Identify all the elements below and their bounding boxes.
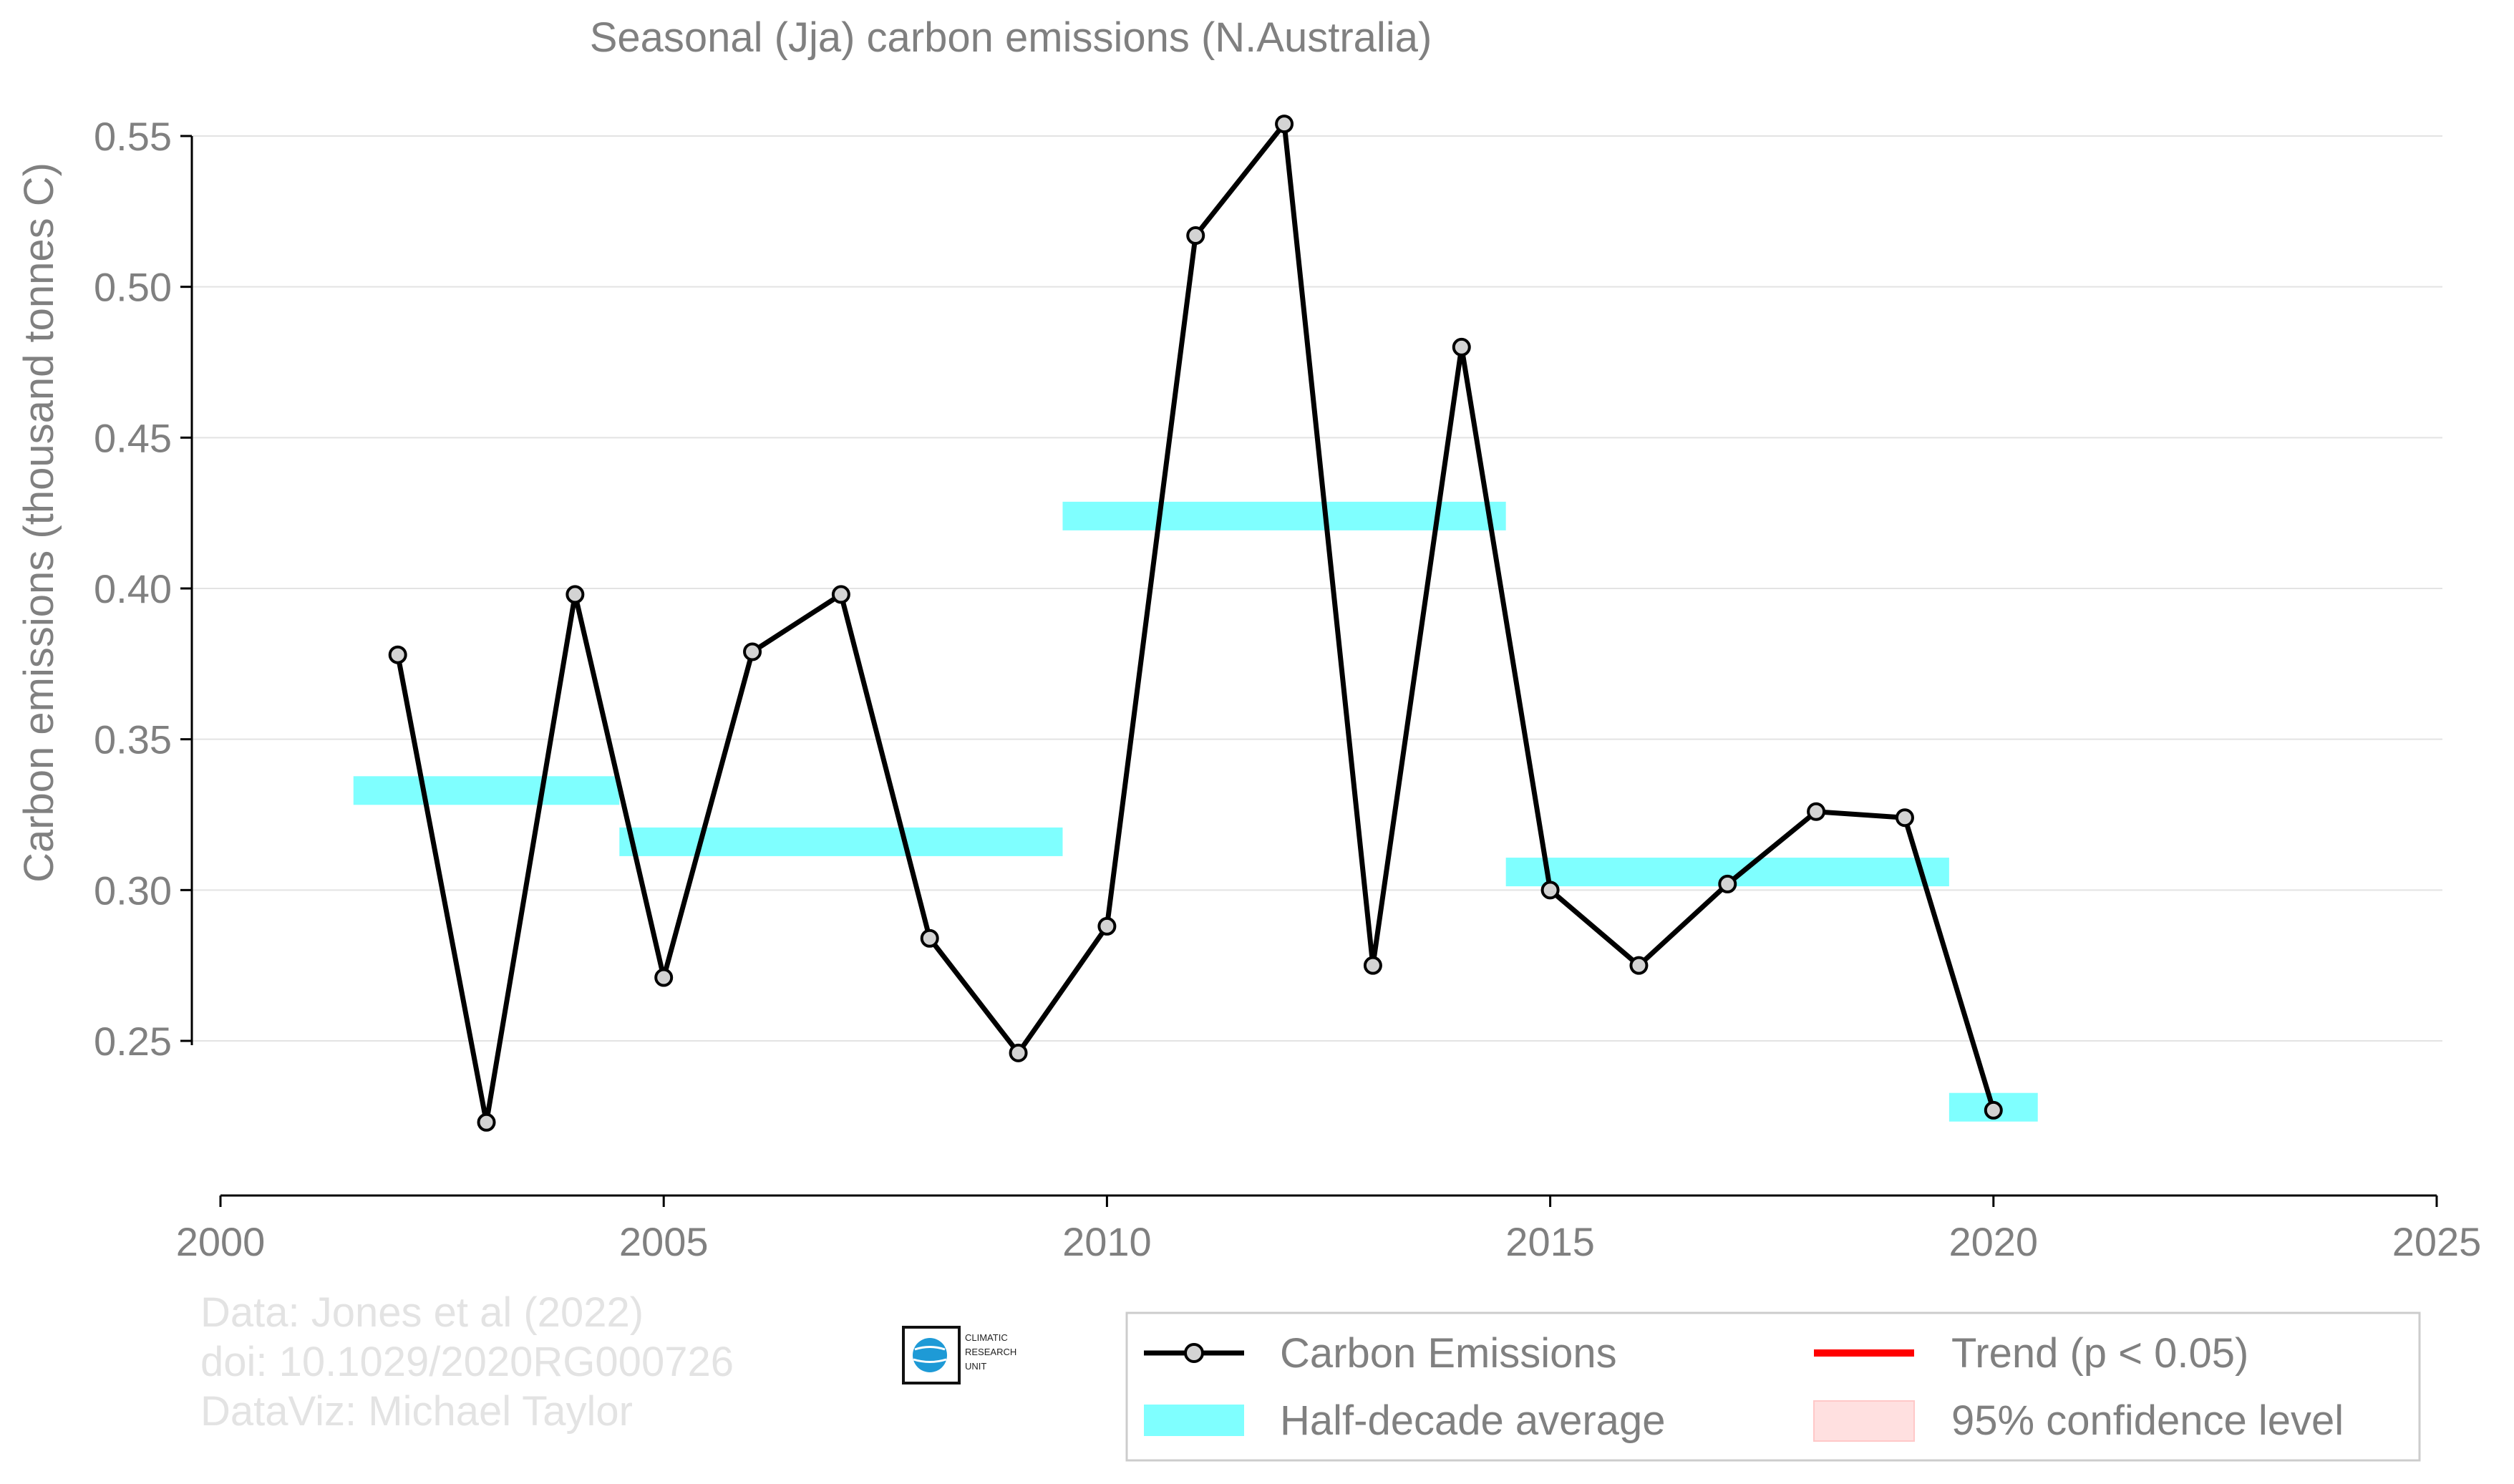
globe-lines-icon xyxy=(913,1346,947,1363)
y-tick-label: 0.55 xyxy=(94,114,172,159)
x-tick-label: 2010 xyxy=(1062,1219,1152,1264)
half-decade-average-bar xyxy=(353,776,620,805)
legend-label-confidence: 95% confidence level xyxy=(1951,1397,2344,1444)
carbon-emissions-point xyxy=(1186,226,1205,246)
legend-marker-carbon-emissions xyxy=(1184,1343,1204,1363)
carbon-emissions-point xyxy=(388,645,407,664)
chart-title: Seasonal (Jja) carbon emissions (N.Austr… xyxy=(590,14,1432,61)
carbon-emissions-point xyxy=(743,642,762,661)
legend-frame xyxy=(1125,1311,2421,1462)
half-decade-average-bar xyxy=(1062,501,1506,530)
cru-logo: CLIMATIC RESEARCH UNIT xyxy=(902,1326,1016,1384)
carbon-emissions-point xyxy=(1452,337,1471,357)
x-tick-label: 2025 xyxy=(2392,1219,2482,1264)
carbon-emissions-point xyxy=(1895,808,1914,828)
logo-line-2: RESEARCH xyxy=(965,1347,1016,1357)
carbon-emissions-point xyxy=(1363,956,1382,975)
carbon-emissions-point xyxy=(1807,802,1826,821)
carbon-emissions-point xyxy=(1540,881,1560,900)
legend-label-trend: Trend (p < 0.05) xyxy=(1951,1330,2248,1377)
logo-line-3: UNIT xyxy=(965,1361,986,1372)
legend-label-half-decade-average: Half-decade average xyxy=(1280,1397,1665,1444)
half-decade-average-bands xyxy=(353,501,2038,1122)
credits: Data: Jones et al (2022) doi: 10.1029/20… xyxy=(200,1289,734,1435)
y-tick-label: 0.40 xyxy=(94,566,172,611)
carbon-emissions-series xyxy=(388,115,2003,1132)
y-ticks: 0.25 0.30 0.35 0.40 0.45 0.50 0.55 xyxy=(94,114,192,1064)
y-tick-label: 0.45 xyxy=(94,415,172,460)
carbon-emissions-point xyxy=(566,585,585,604)
credit-data-source: Data: Jones et al (2022) xyxy=(200,1289,644,1336)
carbon-emissions-point xyxy=(1009,1043,1028,1062)
gridlines xyxy=(192,135,2442,1042)
x-tick-label: 2020 xyxy=(1949,1219,2039,1264)
x-ticks: 2000 2005 2010 2015 2020 2025 xyxy=(176,1196,2482,1264)
y-tick-label: 0.50 xyxy=(94,265,172,310)
y-tick-label: 0.30 xyxy=(94,868,172,913)
credit-dataviz: DataViz: Michael Taylor xyxy=(200,1388,633,1435)
carbon-emissions-line xyxy=(395,121,1996,1125)
carbon-emissions-point xyxy=(477,1112,496,1132)
x-tick-label: 2015 xyxy=(1505,1219,1595,1264)
y-axis-label: Carbon emissions (thousand tonnes C) xyxy=(16,163,62,883)
credit-doi: doi: 10.1029/2020RG000726 xyxy=(200,1339,734,1385)
carbon-emissions-point xyxy=(1629,956,1649,975)
legend-label-carbon-emissions: Carbon Emissions xyxy=(1280,1330,1617,1377)
carbon-emissions-point xyxy=(1718,874,1737,893)
logo-line-1: CLIMATIC xyxy=(965,1332,1008,1343)
carbon-emissions-point xyxy=(1275,115,1294,134)
carbon-emissions-point xyxy=(920,928,939,948)
globe-icon xyxy=(913,1338,947,1372)
x-tick-label: 2005 xyxy=(619,1219,709,1264)
legend-swatch-half-decade-average xyxy=(1144,1405,1244,1436)
carbon-emissions-point xyxy=(654,968,674,987)
carbon-emissions-point xyxy=(1984,1100,2003,1120)
x-tick-label: 2000 xyxy=(176,1219,266,1264)
legend: Carbon Emissions Trend (p < 0.05) Half-d… xyxy=(1125,1311,2421,1462)
y-tick-label: 0.25 xyxy=(94,1019,172,1064)
legend-swatch-confidence xyxy=(1813,1400,1915,1442)
axes xyxy=(190,136,2437,1197)
half-decade-average-bar xyxy=(619,827,1063,856)
carbon-emissions-point xyxy=(831,585,850,604)
y-tick-label: 0.35 xyxy=(94,717,172,762)
carbon-emissions-point xyxy=(1097,916,1117,936)
